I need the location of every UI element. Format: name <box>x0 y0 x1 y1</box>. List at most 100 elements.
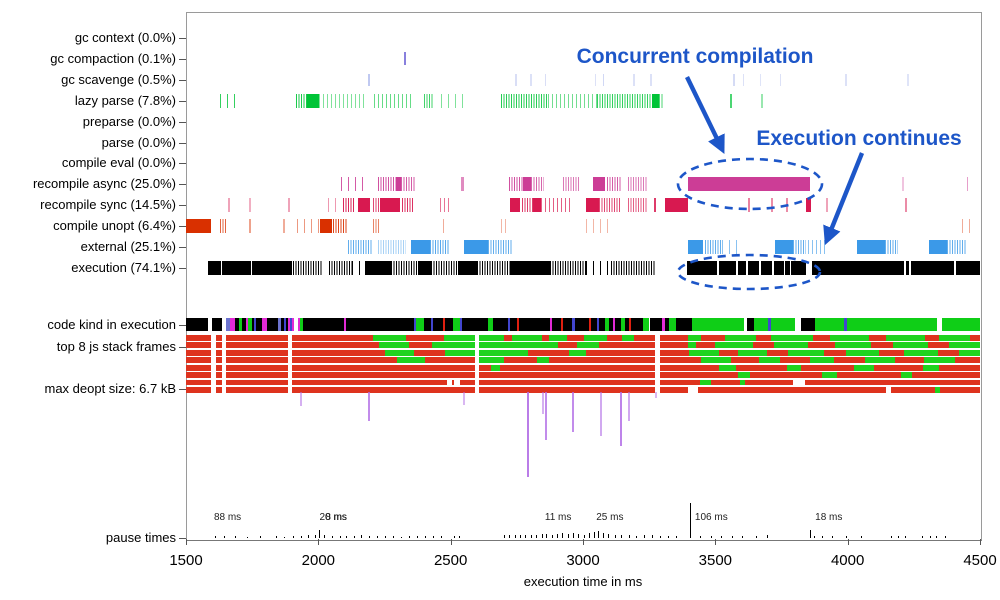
pause-spike <box>572 533 574 538</box>
stack-frame-segment <box>660 379 701 386</box>
stack-frame-segment <box>537 357 550 364</box>
stack-frame-segment <box>660 357 701 364</box>
row-segment <box>220 93 241 108</box>
code-kind-segment <box>423 318 432 331</box>
row-segment <box>688 177 811 192</box>
pause-spike <box>660 536 662 538</box>
stack-frame-segment <box>577 342 600 349</box>
pause-label: 106 ms <box>694 512 728 523</box>
row-segment <box>760 261 773 275</box>
stack-frame-segment <box>786 364 802 371</box>
stack-frame-segment <box>378 342 409 349</box>
x-axis-tick-label: 4500 <box>963 552 997 569</box>
stack-frame-segment <box>954 357 980 364</box>
code-kind-segment <box>278 318 281 331</box>
stack-frame-segment <box>215 372 222 378</box>
row-segment <box>627 198 648 213</box>
row-segment <box>510 198 520 213</box>
row-segment <box>688 240 703 255</box>
stack-frame-segment <box>891 386 935 393</box>
pause-spike <box>223 536 225 538</box>
row-segment <box>510 261 550 275</box>
row-segment <box>760 93 763 108</box>
code-kind-segment <box>572 318 575 331</box>
pause-spike <box>340 536 342 538</box>
stack-frame-segment <box>837 372 901 378</box>
row-label-gc1: gc compaction (0.1%) <box>50 50 176 66</box>
x-axis-tick-label: 4000 <box>830 552 865 569</box>
stack-frame-segment <box>622 335 634 341</box>
code-kind-segment <box>552 318 562 331</box>
axis-tick <box>179 100 186 102</box>
code-kind-segment <box>297 318 300 331</box>
stack-frame-segment <box>397 357 425 364</box>
stack-frame-segment <box>291 364 475 371</box>
stack-frame-segment <box>771 335 813 341</box>
pause-label: 11 ms <box>544 512 572 523</box>
code-kind-segment <box>614 318 621 331</box>
row-segment <box>563 177 580 192</box>
stack-frame-segment <box>527 349 570 356</box>
row-segment <box>228 198 231 213</box>
stack-frame-segment <box>710 379 741 386</box>
row-segment <box>962 219 973 234</box>
code-kind-segment <box>591 318 598 331</box>
row-segment <box>806 198 811 213</box>
pause-spike <box>541 534 543 538</box>
stack-frame-segment <box>479 349 528 356</box>
row-segment <box>585 198 600 213</box>
axis-tick <box>179 79 186 81</box>
row-segment <box>530 177 544 192</box>
row-segment <box>687 261 718 275</box>
row-segment <box>665 198 688 213</box>
code-kind-segment <box>517 318 520 331</box>
axis-tick <box>179 325 186 326</box>
code-kind-segment <box>234 318 239 331</box>
pause-spike <box>392 536 394 538</box>
stack-frame-segment <box>225 349 289 356</box>
pause-spike <box>594 532 596 538</box>
axis-tick <box>179 38 186 39</box>
stack-frame-segment <box>291 349 386 356</box>
stack-frame-segment <box>854 364 875 371</box>
code-kind-segment <box>302 318 345 331</box>
pause-spike <box>432 536 434 538</box>
pause-spike <box>408 536 410 538</box>
stack-frame-segment <box>549 357 655 364</box>
stack-frame-segment <box>414 349 445 356</box>
row-segment <box>705 240 722 255</box>
axis-tick <box>179 226 186 228</box>
code-kind-segment <box>669 318 677 331</box>
deopt-spike <box>541 392 544 414</box>
row-segment <box>611 261 656 275</box>
stack-frame-segment <box>922 364 939 371</box>
row-segment <box>380 198 400 213</box>
axis-tick <box>179 268 186 269</box>
pause-spike <box>332 536 334 538</box>
row-label-execution11: execution (74.1%) <box>71 260 176 275</box>
pause-spike <box>514 535 516 538</box>
pause-spike <box>721 536 723 538</box>
row-segment <box>730 93 733 108</box>
row-segment <box>508 177 523 192</box>
row-segment <box>283 219 285 234</box>
stack-frame-segment <box>904 349 938 356</box>
axis-tick <box>179 247 186 249</box>
stack-frame-segment <box>822 372 838 378</box>
row-segment <box>845 73 847 86</box>
row-segment <box>825 198 828 213</box>
stack-frame-segment <box>700 357 732 364</box>
code-kind-segment <box>459 318 463 331</box>
code-kind-segment <box>620 318 625 331</box>
stack-frame-segment <box>479 357 505 364</box>
stack-frame-segment <box>893 342 929 349</box>
x-axis-tick-label: 2500 <box>433 552 468 569</box>
code-kind-segment <box>642 318 649 331</box>
deopt-spike <box>368 392 371 421</box>
row-segment <box>320 219 333 234</box>
code-kind-segment <box>225 318 230 331</box>
pause-spike <box>644 535 646 538</box>
pause-spike <box>731 536 733 538</box>
stack-frame-segment <box>291 372 475 378</box>
code-kind-segment <box>211 318 222 331</box>
